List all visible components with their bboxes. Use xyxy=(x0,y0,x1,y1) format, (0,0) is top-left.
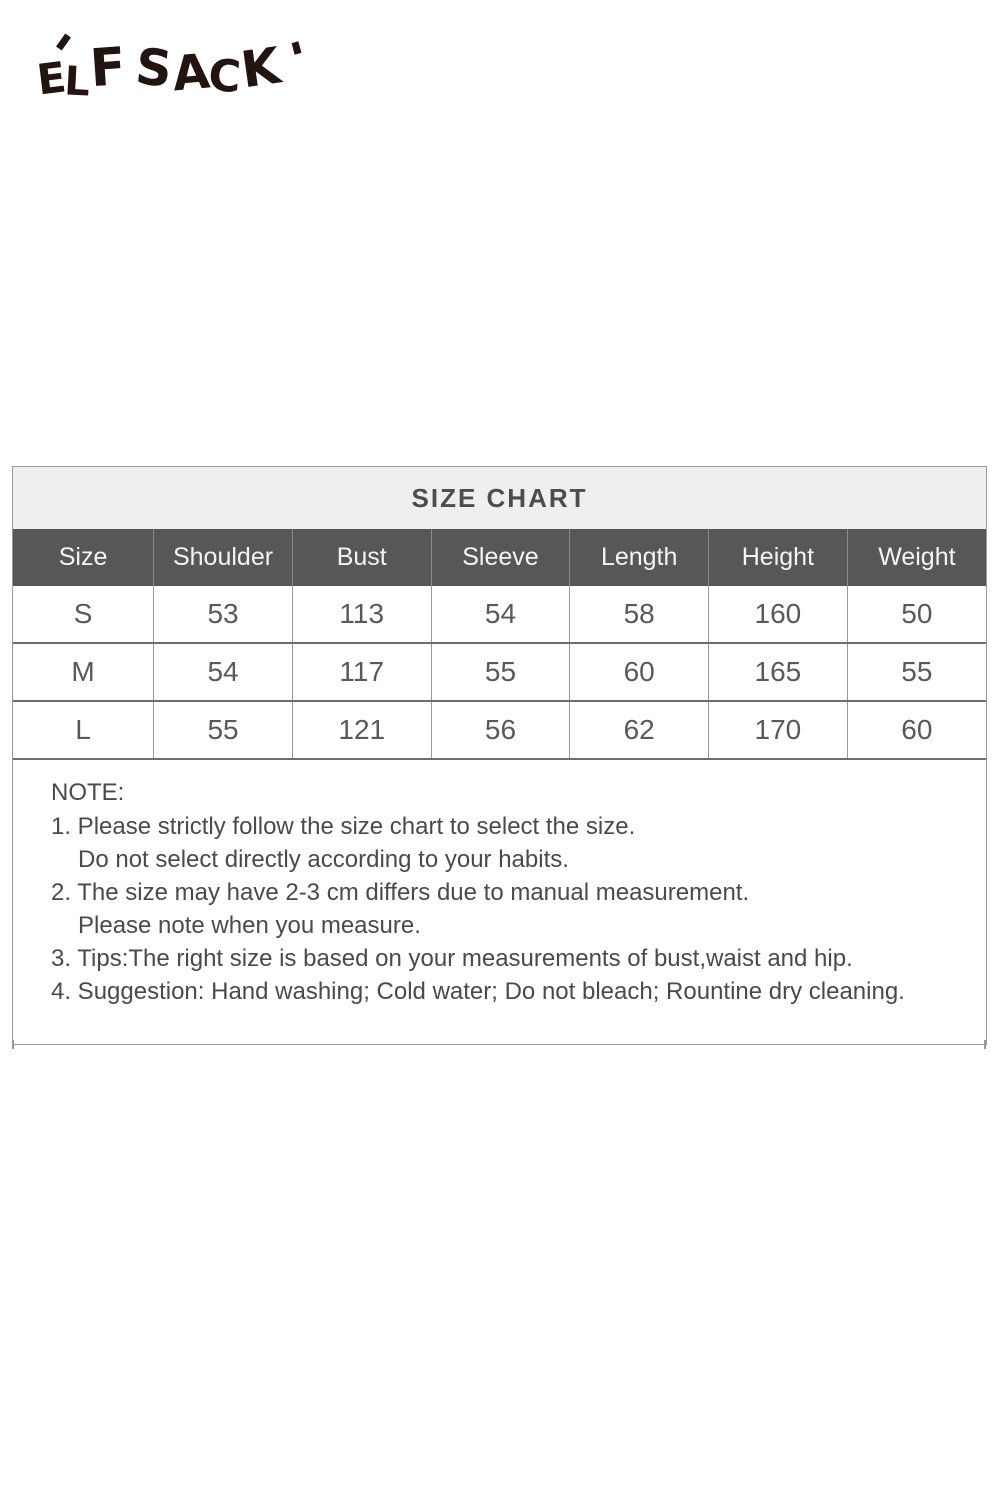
size-table-header-row: Size Shoulder Bust Sleeve Length Height Weight xyxy=(13,529,986,586)
logo-letter: A xyxy=(169,43,212,103)
column-header: Sleeve xyxy=(430,529,570,586)
column-header: Bust xyxy=(291,529,432,586)
note-line: 1. Please strictly follow the size chart… xyxy=(51,813,636,840)
table-border-stub-right xyxy=(984,1040,986,1049)
logo-word: ELF xyxy=(34,36,128,106)
size-chart-title: SIZE CHART xyxy=(13,467,986,529)
logo-letter: F xyxy=(88,36,128,100)
size-cell: 53 xyxy=(153,586,293,643)
size-cell: 55 xyxy=(153,700,293,758)
size-cell: 60 xyxy=(569,642,709,701)
size-cell: 50 xyxy=(846,586,986,643)
size-cell: 60 xyxy=(846,700,986,758)
logo-letter: C xyxy=(206,49,243,104)
size-cell: 160 xyxy=(708,586,848,643)
note-line: Do not select directly according to your… xyxy=(78,846,569,873)
size-cell: 170 xyxy=(708,700,848,758)
note-line: 4. Suggestion: Hand washing; Cold water;… xyxy=(51,978,905,1005)
size-cell: 58 xyxy=(569,586,709,643)
column-header: Shoulder xyxy=(153,529,293,586)
column-header: Weight xyxy=(846,529,986,586)
size-cell: 165 xyxy=(708,642,848,701)
table-border-stub-left xyxy=(12,1040,14,1049)
size-cell: 62 xyxy=(569,700,709,758)
size-cell: 121 xyxy=(291,700,432,758)
size-cell: 113 xyxy=(291,586,432,643)
table-row: M 54 117 55 60 165 55 xyxy=(13,642,986,701)
size-cell: S xyxy=(13,586,154,643)
logo-letter: K xyxy=(237,36,285,100)
logo-letter: S xyxy=(132,37,175,99)
logo-letter: L xyxy=(62,58,91,106)
size-cell: M xyxy=(13,642,154,701)
note-line: 3. Tips:The right size is based on your … xyxy=(51,945,853,972)
note-line: 2. The size may have 2-3 cm differs due … xyxy=(51,879,750,906)
size-cell: 117 xyxy=(291,642,432,701)
size-cell: L xyxy=(13,700,154,758)
size-cell: 55 xyxy=(430,642,570,701)
table-row: L 55 121 56 62 170 60 xyxy=(13,700,986,758)
table-row: S 53 113 54 58 160 50 xyxy=(13,586,986,643)
size-chart-box: SIZE CHART Size Shoulder Bust Sleeve Length H… xyxy=(12,466,987,1045)
brand-logo: ELFSACK xyxy=(34,36,290,120)
size-cell: 54 xyxy=(430,586,570,643)
size-cell: 56 xyxy=(430,700,570,758)
note-section: NOTE: 1. Please strictly follow the size… xyxy=(13,758,986,1044)
logo-word: SACK xyxy=(132,37,284,103)
column-header: Height xyxy=(708,529,848,586)
size-cell: 55 xyxy=(846,642,986,701)
note-line: Please note when you measure. xyxy=(78,912,421,939)
column-header: Length xyxy=(569,529,709,586)
note-heading: NOTE: xyxy=(51,779,125,806)
size-cell: 54 xyxy=(153,642,293,701)
size-table: Size Shoulder Bust Sleeve Length Height Weight… xyxy=(13,529,986,758)
column-header: Size xyxy=(13,529,154,586)
